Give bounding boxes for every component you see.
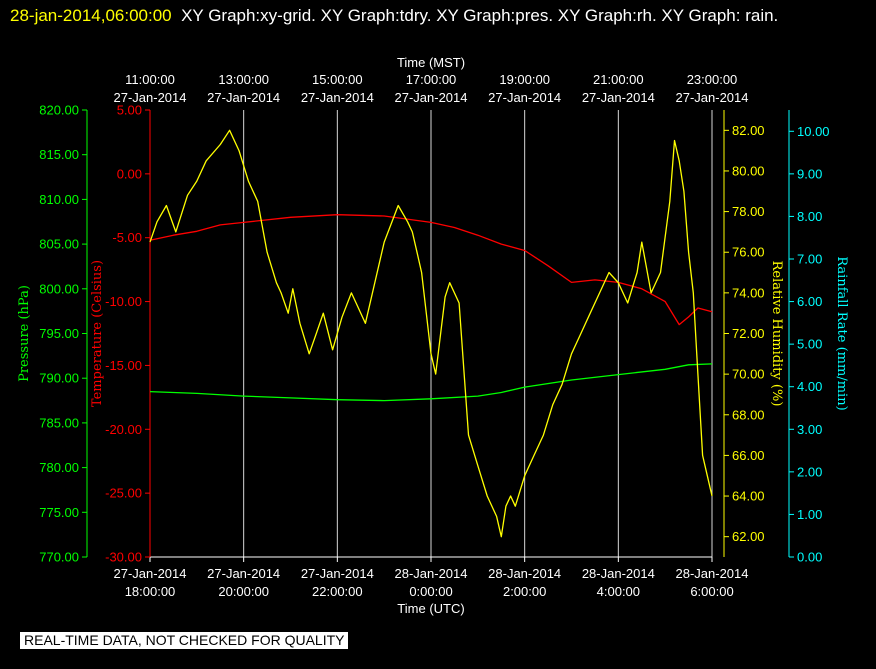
bottom-tick-date: 27-Jan-2014 [207,566,280,581]
humidity-tick-label: 70.00 [732,367,765,382]
bottom-tick-time: 6:00:00 [690,584,733,599]
temperature-tick-label: 0.00 [117,166,142,181]
bottom-tick-time: 22:00:00 [312,584,363,599]
series-line-pres [149,363,713,402]
series-line-rh [149,129,713,538]
temperature-axis-label: Temperature (Celsius) [90,260,105,407]
bottom-tick-time: 20:00:00 [218,584,269,599]
top-tick-date: 27-Jan-2014 [301,90,374,105]
top-tick-time: 19:00:00 [499,72,550,87]
top-tick-date: 27-Jan-2014 [395,90,468,105]
graph-list: XY Graph:xy-grid. XY Graph:tdry. XY Grap… [181,6,779,25]
top-tick-time: 21:00:00 [593,72,644,87]
humidity-tick-label: 76.00 [732,245,765,260]
pressure-tick-label: 810.00 [39,192,79,207]
humidity-tick-label: 64.00 [732,489,765,504]
rain-tick-label: 9.00 [797,166,822,181]
quality-notice: REAL-TIME DATA, NOT CHECKED FOR QUALITY [20,632,349,649]
top-tick-time: 17:00:00 [406,72,457,87]
chart-title: 28-jan-2014,06:00:00 XY Graph:xy-grid. X… [10,3,870,29]
rain-tick-label: 3.00 [797,422,822,437]
bottom-tick-date: 27-Jan-2014 [114,566,187,581]
top-tick-date: 27-Jan-2014 [676,90,749,105]
humidity-tick-label: 80.00 [732,163,765,178]
bottom-tick-date: 28-Jan-2014 [676,566,749,581]
rain-tick-label: 10.00 [797,124,830,139]
humidity-tick-label: 68.00 [732,407,765,422]
humidity-tick-label: 66.00 [732,448,765,463]
rain-tick-label: 2.00 [797,464,822,479]
top-tick-time: 11:00:00 [125,72,175,87]
bottom-tick-date: 27-Jan-2014 [301,566,374,581]
bottom-tick-time: 18:00:00 [125,584,176,599]
pressure-tick-label: 785.00 [39,415,79,430]
temperature-tick-label: -25.00 [105,486,142,501]
bottom-tick-date: 28-Jan-2014 [395,566,468,581]
rain-tick-label: 6.00 [797,294,822,309]
bottom-tick-date: 28-Jan-2014 [582,566,655,581]
temperature-tick-label: -20.00 [105,422,142,437]
temperature-tick-label: -30.00 [105,550,142,565]
humidity-tick-label: 82.00 [732,123,765,138]
bottom-axis-label: Time (UTC) [397,601,464,616]
pressure-axis-label: Pressure (hPa) [17,285,32,382]
bottom-tick-time: 0:00:00 [409,584,452,599]
top-tick-date: 27-Jan-2014 [207,90,280,105]
pressure-tick-label: 780.00 [39,460,79,475]
humidity-axis-label: Relative Humidity (%) [769,261,784,407]
pressure-tick-label: 770.00 [39,550,79,565]
pressure-tick-label: 815.00 [39,147,79,162]
bottom-tick-time: 4:00:00 [597,584,640,599]
series-line-tdry [149,214,713,326]
rain-tick-label: 0.00 [797,550,822,565]
humidity-tick-label: 72.00 [732,326,765,341]
temperature-tick-label: -5.00 [112,230,142,245]
pressure-tick-label: 820.00 [39,103,79,118]
humidity-tick-label: 78.00 [732,204,765,219]
pressure-tick-label: 800.00 [39,281,79,296]
rain-tick-label: 1.00 [797,507,822,522]
top-axis-label: Time (MST) [397,55,465,70]
rain-tick-label: 7.00 [797,252,822,267]
top-tick-date: 27-Jan-2014 [114,90,187,105]
rain-tick-label: 8.00 [797,209,822,224]
timestamp: 28-jan-2014,06:00:00 [10,6,172,25]
pressure-tick-label: 805.00 [39,237,79,252]
top-tick-time: 13:00:00 [218,72,269,87]
humidity-tick-label: 74.00 [732,285,765,300]
temperature-tick-label: -15.00 [105,358,142,373]
pressure-tick-label: 775.00 [39,505,79,520]
temperature-tick-label: -10.00 [105,294,142,309]
top-tick-date: 27-Jan-2014 [488,90,561,105]
rain-tick-label: 4.00 [797,379,822,394]
top-tick-time: 15:00:00 [312,72,363,87]
pressure-tick-label: 795.00 [39,326,79,341]
top-tick-date: 27-Jan-2014 [582,90,655,105]
temperature-tick-label: 5.00 [117,103,142,118]
top-tick-time: 23:00:00 [687,72,738,87]
rain-axis-label: Rainfall Rate (mm/min) [834,256,849,410]
bottom-tick-time: 2:00:00 [503,584,546,599]
bottom-tick-date: 28-Jan-2014 [488,566,561,581]
rain-tick-label: 5.00 [797,337,822,352]
pressure-tick-label: 790.00 [39,371,79,386]
humidity-tick-label: 62.00 [732,529,765,544]
